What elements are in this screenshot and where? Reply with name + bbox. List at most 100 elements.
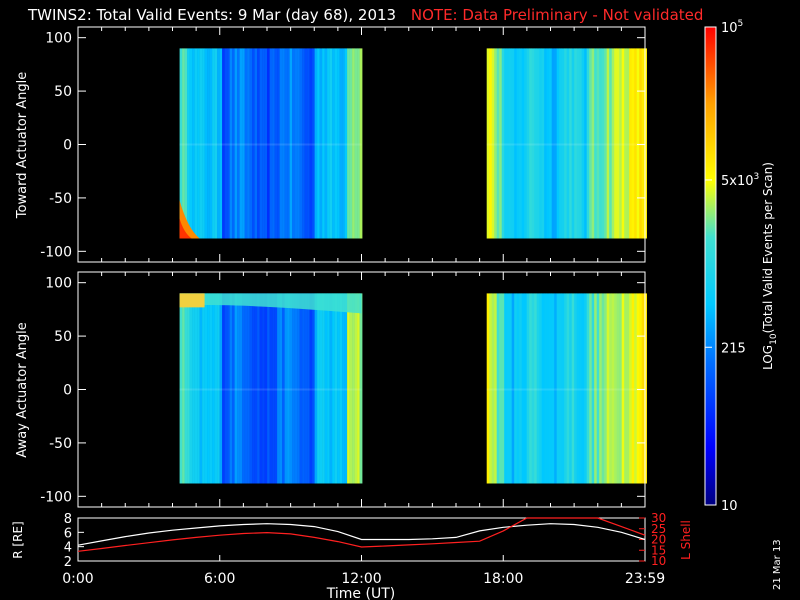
heatmap-column xyxy=(247,293,250,484)
heatmap-column xyxy=(584,293,587,484)
heatmap-column xyxy=(237,293,240,484)
heatmap-zero-band xyxy=(486,143,645,146)
heatmap-column xyxy=(309,48,313,239)
heatmap-column xyxy=(307,48,310,239)
heatmap-column xyxy=(207,48,210,239)
heatmap-column xyxy=(282,293,285,484)
heatmap-column xyxy=(324,48,328,239)
heatmap-column xyxy=(187,293,190,484)
heatmap-column xyxy=(197,293,200,484)
colorbar-tick-label: 10 xyxy=(721,499,738,514)
heatmap-column xyxy=(334,293,338,484)
heatmap-column xyxy=(604,293,607,484)
heatmap-column xyxy=(209,48,213,239)
heatmap-column xyxy=(639,293,642,484)
heatmap-column xyxy=(359,48,363,239)
heatmap-column xyxy=(571,48,575,239)
heatmap-column xyxy=(544,48,547,239)
heatmap-column xyxy=(501,48,505,239)
heatmap-column xyxy=(319,293,323,484)
heatmap-column xyxy=(189,48,193,239)
heatmap-column xyxy=(242,293,245,484)
heatmap-column xyxy=(496,48,500,239)
heatmap-column xyxy=(636,293,640,484)
heatmap-column xyxy=(269,48,273,239)
heatmap-column xyxy=(536,48,540,239)
ytick-label: -50 xyxy=(49,436,72,452)
heatmap-zero-band xyxy=(179,143,362,146)
heatmap-column xyxy=(516,293,520,484)
heatmap-column xyxy=(569,293,572,484)
heatmap-column xyxy=(581,48,585,239)
heatmap-column xyxy=(292,293,295,484)
heatmap-column xyxy=(289,48,293,239)
heatmap-column xyxy=(279,48,283,239)
heatmap-top-corner xyxy=(179,293,205,308)
heatmap-column xyxy=(489,293,492,484)
heatmap-column xyxy=(644,48,647,239)
heatmap-column xyxy=(272,48,275,239)
heatmap-column xyxy=(559,293,562,484)
heatmap-column xyxy=(599,293,602,484)
heatmap-column xyxy=(192,48,195,239)
heatmap-column xyxy=(586,48,590,239)
heatmap-column xyxy=(334,48,338,239)
ytick-label: 50 xyxy=(54,84,72,100)
heatmap-column xyxy=(329,293,333,484)
heatmap-column xyxy=(494,293,497,484)
xtick-label: 6:00 xyxy=(204,571,235,587)
heatmap-column xyxy=(546,48,550,239)
heatmap-column xyxy=(267,48,270,239)
colorbar-ticks: 10 215 5x103 105 xyxy=(705,19,759,514)
heatmap-column xyxy=(546,293,550,484)
heatmap-column xyxy=(262,293,265,484)
heatmap-column xyxy=(561,293,565,484)
heatmap-column xyxy=(202,293,205,484)
heatmap-column xyxy=(277,48,280,239)
heatmap-column xyxy=(219,293,223,484)
heatmap-column xyxy=(189,293,193,484)
heatmap-column xyxy=(541,48,545,239)
heatmap-column xyxy=(531,293,535,484)
heatmap-column xyxy=(631,48,635,239)
colorbar: 10 215 5x103 105 LOG10(Total Valid Events p… xyxy=(704,19,779,514)
heatmap-column xyxy=(182,293,185,484)
heatmap-column xyxy=(576,293,580,484)
panel-away: -100 -50 0 50 100 Away Actuator Angle xyxy=(15,271,647,508)
heatmap-column xyxy=(319,48,323,239)
heatmap-column xyxy=(539,293,542,484)
heatmap-top-band xyxy=(179,293,362,314)
heatmap-column xyxy=(506,48,510,239)
heatmap-column xyxy=(302,48,305,239)
heatmap-column xyxy=(217,293,220,484)
heatmap-column xyxy=(566,293,570,484)
heatmap-column xyxy=(194,293,198,484)
heatmap-column xyxy=(272,293,275,484)
heatmap-column xyxy=(506,293,510,484)
panel-toward: -100 -50 0 50 100 Toward Actuator Angle xyxy=(15,26,647,263)
heatmap-column xyxy=(229,293,233,484)
heatmap-column xyxy=(239,48,243,239)
heatmap-column xyxy=(294,293,298,484)
heatmap-column xyxy=(307,293,310,484)
heatmap-column xyxy=(309,293,313,484)
heatmap-column xyxy=(224,48,228,239)
heatmap-column xyxy=(274,293,278,484)
heatmap-hot-core xyxy=(179,218,192,239)
heatmap-column xyxy=(247,48,250,239)
heatmap-zero-band xyxy=(179,388,362,391)
ytick-label-right: 30 xyxy=(651,511,666,525)
ytick-label: 100 xyxy=(45,276,72,292)
heatmap-column xyxy=(529,293,532,484)
ylabel-ephem-right: L Shell xyxy=(679,520,693,560)
heatmap-column xyxy=(299,48,303,239)
heatmap-column xyxy=(491,293,495,484)
heatmap-column xyxy=(244,293,248,484)
heatmap-column xyxy=(322,293,325,484)
heatmap-column xyxy=(551,48,555,239)
heatmap-column xyxy=(259,293,263,484)
heatmap-column xyxy=(596,48,600,239)
heatmap-column xyxy=(609,293,612,484)
